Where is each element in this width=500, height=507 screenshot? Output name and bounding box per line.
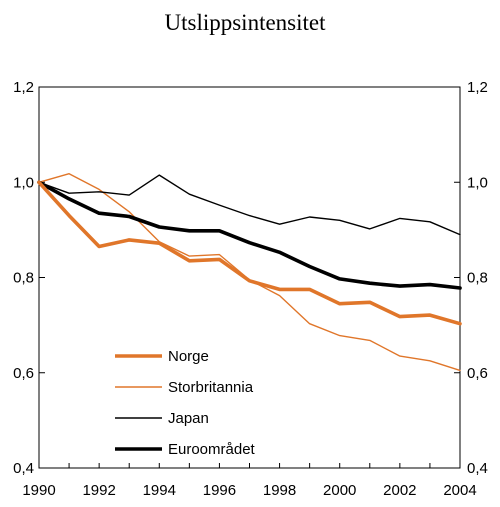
series-line-storbritannia xyxy=(38,172,461,372)
y-tick-label-right: 1,2 xyxy=(467,79,488,96)
y-tick-label-left: 1,0 xyxy=(13,174,34,191)
x-tick-label: 1998 xyxy=(263,482,296,499)
legend-label-euroomr-det: Euroområdet xyxy=(168,441,256,458)
legend: Norge Storbritannia Japan Euroområdet xyxy=(115,348,256,458)
legend-label-japan: Japan xyxy=(168,410,209,427)
legend-label-storbritannia: Storbritannia xyxy=(168,379,254,396)
y-tick-label-right: 0,6 xyxy=(467,365,488,382)
chart-title: Utslippsintensitet xyxy=(165,10,327,35)
series-line-norge xyxy=(37,180,462,326)
y-tick-label-left: 1,2 xyxy=(13,79,34,96)
y-tick-label-left: 0,8 xyxy=(13,270,34,287)
x-tick-label: 1992 xyxy=(82,482,115,499)
x-tick-label: 1996 xyxy=(203,482,236,499)
y-tick-label-right: 1,0 xyxy=(467,174,488,191)
series-line-japan xyxy=(38,174,461,236)
x-tick-label: 2004 xyxy=(443,482,476,499)
x-tick-label: 1990 xyxy=(22,482,55,499)
y-tick-label-left: 0,4 xyxy=(13,460,34,477)
y-tick-label-left: 0,6 xyxy=(13,365,34,382)
x-tick-label: 2002 xyxy=(383,482,416,499)
y-tick-label-right: 0,4 xyxy=(467,460,488,477)
x-tick-label: 2000 xyxy=(323,482,356,499)
legend-label-norge: Norge xyxy=(168,348,209,365)
series-line-euroomr-det xyxy=(37,180,462,290)
axis-ticks: 0,4 0,4 0,6 0,6 0,8 0,8 1,0 1,0 1,2 1,2 1990 1992 19… xyxy=(13,79,488,499)
x-tick-label: 1994 xyxy=(143,482,176,499)
plot-area-frame xyxy=(38,86,461,469)
y-tick-label-right: 0,8 xyxy=(467,270,488,287)
data-series xyxy=(37,172,462,372)
